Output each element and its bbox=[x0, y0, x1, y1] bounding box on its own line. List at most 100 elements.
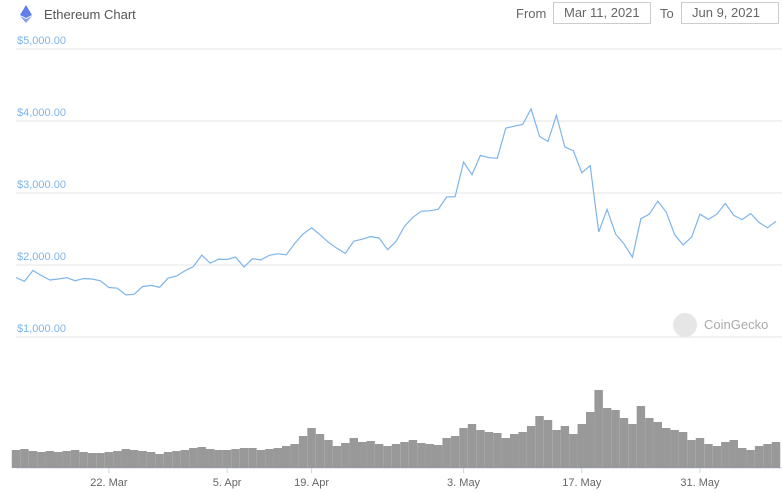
y-tick-label: $2,000.00 bbox=[17, 251, 66, 263]
volume-bar bbox=[687, 440, 696, 468]
price-line bbox=[15, 107, 777, 296]
volume-bar bbox=[510, 434, 519, 468]
chart-title: Ethereum Chart bbox=[44, 7, 136, 22]
volume-bar bbox=[138, 451, 147, 468]
volume-bar bbox=[662, 428, 671, 468]
volume-bar bbox=[121, 449, 130, 468]
volume-bar bbox=[163, 452, 173, 468]
volume-bar bbox=[324, 440, 333, 468]
to-label: To bbox=[660, 6, 674, 21]
volume-bar bbox=[442, 438, 451, 468]
volume-bar bbox=[54, 452, 63, 468]
volume-bar bbox=[611, 410, 620, 468]
volume-bar bbox=[577, 424, 586, 468]
volume-bar bbox=[721, 442, 730, 468]
volume-bar bbox=[130, 450, 139, 468]
volume-bar bbox=[332, 446, 342, 468]
volume-bar bbox=[763, 444, 772, 468]
x-tick-label: 22. Mar bbox=[90, 477, 128, 489]
volume-bar bbox=[155, 454, 164, 468]
x-tick-label: 5. Apr bbox=[213, 477, 242, 489]
volume-bar bbox=[746, 450, 755, 468]
volume-bar bbox=[619, 418, 629, 468]
volume-bar bbox=[79, 452, 88, 468]
volume-bar bbox=[560, 426, 570, 468]
volume-bar bbox=[383, 446, 392, 468]
volume-bar bbox=[248, 448, 257, 468]
volume-bar bbox=[602, 408, 612, 468]
volume-bar bbox=[222, 450, 232, 468]
from-label: From bbox=[516, 6, 547, 21]
volume-bar bbox=[45, 451, 54, 468]
volume-bar bbox=[695, 438, 705, 468]
watermark-text: CoinGecko bbox=[704, 317, 768, 332]
volume-bar bbox=[569, 434, 578, 468]
volume-bar bbox=[712, 446, 722, 468]
volume-bar bbox=[87, 453, 97, 468]
volume-bar bbox=[180, 450, 190, 468]
x-tick-label: 31. May bbox=[680, 477, 720, 489]
volume-bar bbox=[493, 433, 502, 468]
volume-bar bbox=[459, 428, 468, 468]
volume-bar bbox=[206, 449, 215, 468]
to-date[interactable]: Jun 9, 2021 bbox=[681, 2, 779, 24]
volume-bar bbox=[273, 448, 282, 468]
volume-bar bbox=[11, 450, 21, 468]
volume-bar bbox=[434, 445, 443, 468]
volume-bar bbox=[771, 442, 781, 468]
volume-bar bbox=[484, 432, 494, 468]
volume-bar bbox=[645, 418, 654, 468]
volume-bar bbox=[408, 440, 418, 468]
volume-bar bbox=[256, 450, 266, 468]
volume-bar bbox=[678, 432, 688, 468]
volume-bar bbox=[214, 450, 223, 468]
volume-bar bbox=[70, 450, 80, 468]
volume-bar bbox=[670, 430, 679, 468]
volume-bar bbox=[636, 406, 646, 468]
volume-bar bbox=[754, 446, 764, 468]
volume-bar bbox=[282, 446, 291, 468]
volume-bar bbox=[417, 443, 426, 468]
watermark: CoinGecko bbox=[673, 313, 768, 337]
volume-bar bbox=[189, 448, 198, 468]
y-tick-label: $3,000.00 bbox=[17, 179, 66, 191]
volume-bar bbox=[400, 442, 409, 468]
volume-bar bbox=[315, 434, 325, 468]
volume-bar bbox=[526, 426, 536, 468]
volume-bar bbox=[341, 443, 350, 468]
volume-bar bbox=[374, 444, 384, 468]
volume-bar bbox=[62, 451, 71, 468]
volume-bar bbox=[450, 436, 460, 468]
volume-bar bbox=[366, 441, 375, 468]
volume-bar bbox=[501, 438, 510, 468]
volume-bar bbox=[704, 444, 713, 468]
y-tick-label: $5,000.00 bbox=[17, 35, 66, 47]
volume-bar bbox=[96, 453, 105, 468]
volume-bar bbox=[197, 447, 206, 468]
volume-bar bbox=[265, 449, 274, 468]
volume-bar bbox=[172, 451, 181, 468]
volume-bar bbox=[349, 438, 358, 468]
header: Ethereum Chart From Mar 11, 2021 To Jun … bbox=[0, 0, 782, 30]
volume-bar bbox=[543, 420, 553, 468]
volume-bar bbox=[231, 449, 240, 468]
volume-bar bbox=[298, 436, 308, 468]
x-tick-label: 17. May bbox=[562, 477, 602, 489]
volume-bar bbox=[594, 390, 603, 468]
volume-bar bbox=[628, 424, 637, 468]
volume-bar bbox=[307, 428, 316, 468]
volume-bar bbox=[104, 452, 114, 468]
y-tick-label: $4,000.00 bbox=[17, 107, 66, 119]
volume-bar bbox=[729, 440, 738, 468]
volume-bar bbox=[518, 432, 527, 468]
volume-bar bbox=[467, 424, 477, 468]
volume-bar bbox=[653, 422, 662, 468]
x-tick-label: 19. Apr bbox=[294, 477, 329, 489]
from-date[interactable]: Mar 11, 2021 bbox=[553, 2, 651, 24]
volume-bar bbox=[738, 448, 747, 468]
volume-bar bbox=[20, 449, 29, 468]
volume-bar bbox=[28, 451, 38, 468]
volume-bar bbox=[37, 452, 46, 468]
volume-bar bbox=[552, 430, 561, 468]
